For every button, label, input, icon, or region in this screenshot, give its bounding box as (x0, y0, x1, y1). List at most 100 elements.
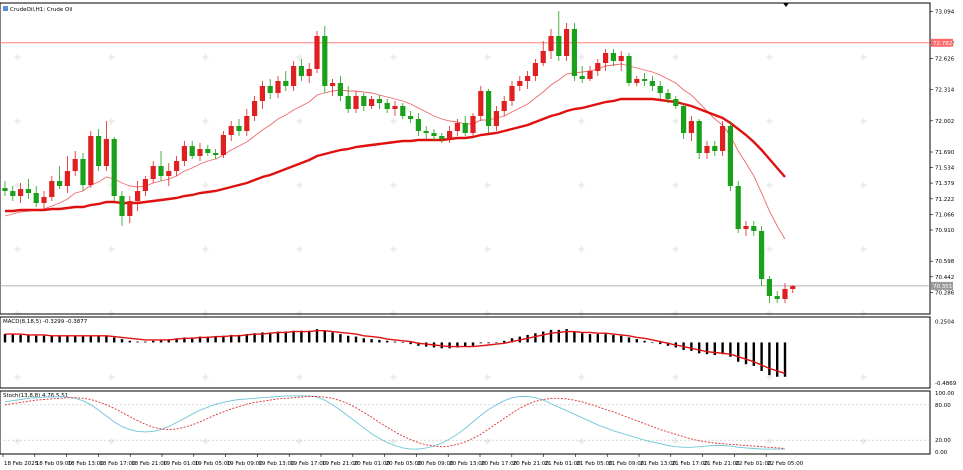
time-tick-label: 21 Feb 09:00 (608, 461, 645, 467)
watermark-logo: ✦ (294, 243, 305, 258)
price-tick-label: 72.314 (935, 88, 955, 94)
candle (517, 76, 523, 91)
candle (439, 133, 445, 143)
macd-histogram-bar (198, 336, 202, 343)
candle (236, 119, 242, 136)
candle-body (735, 186, 741, 229)
stoch-label: Stoch(13,8,8) 4.76 5.51 (3, 393, 68, 399)
watermark-logo: ✦ (200, 435, 211, 450)
candle-body (759, 231, 765, 279)
candle (25, 179, 31, 199)
price-tick-label: 71.066 (935, 212, 955, 218)
macd-histogram-bar (557, 329, 560, 343)
macd-histogram-bar (471, 342, 475, 346)
candle-body (454, 123, 460, 131)
watermark-logo: ✦ (388, 179, 399, 194)
candle (96, 129, 102, 171)
candle (166, 163, 172, 186)
candle (743, 221, 749, 236)
macd-histogram-bar (284, 331, 287, 343)
candle-body (439, 136, 445, 139)
macd-histogram-bar (401, 342, 404, 344)
candle (306, 63, 312, 83)
candle (665, 89, 671, 103)
macd-histogram-bar (253, 333, 256, 343)
watermark-logo: ✦ (764, 51, 775, 66)
candle-body (213, 153, 219, 155)
candle (174, 156, 180, 176)
watermark-logo: ✦ (12, 243, 23, 258)
watermark-logo: ✦ (670, 51, 681, 66)
candle-body (790, 286, 796, 289)
macd-histogram-bar (308, 330, 311, 343)
macd-histogram-bar (175, 338, 178, 343)
candle-body (189, 146, 195, 156)
candle-body (548, 36, 554, 51)
candle-body (369, 99, 375, 106)
watermark-logo: ✦ (106, 51, 117, 66)
candle-body (322, 36, 328, 86)
macd-histogram-bar (191, 337, 194, 343)
macd-histogram-bar (315, 329, 319, 343)
candle-body (400, 106, 406, 116)
chart-menu-icon[interactable] (3, 6, 8, 11)
candle (330, 79, 336, 96)
high-price-marker-box (931, 38, 953, 47)
macd-histogram-bar (230, 334, 233, 343)
candle (392, 101, 398, 116)
watermark-logo: ✦ (388, 435, 399, 450)
candle-body (306, 69, 312, 76)
candle-body (205, 149, 211, 153)
macd-histogram-bar (331, 332, 334, 343)
candle-body (486, 91, 492, 126)
macd-histogram-bar (261, 332, 264, 343)
candle (720, 121, 726, 156)
candle-body (127, 201, 133, 216)
time-tick-label: 18 Feb 09:00 (36, 461, 73, 467)
watermark-logo: ✦ (200, 51, 211, 66)
macd-histogram-bar (3, 334, 7, 343)
price-tick-label: 71.379 (935, 181, 955, 187)
macd-histogram-bar (549, 329, 553, 343)
watermark-logo: ✦ (12, 51, 23, 66)
shift-marker-icon[interactable] (783, 3, 789, 7)
price-tick-label: 70.910 (935, 228, 955, 234)
watermark-logo: ✦ (294, 51, 305, 66)
candle (353, 91, 359, 113)
candle-body (259, 86, 265, 101)
time-tick-label: 19 Feb 09:00 (227, 461, 264, 467)
candle (782, 283, 788, 303)
candle-body (525, 76, 531, 81)
candle (197, 143, 203, 161)
macd-histogram-bar (27, 334, 30, 343)
candle-body (415, 119, 421, 131)
macd-histogram-bar (643, 340, 646, 343)
candle-body (673, 99, 679, 106)
candle-body (720, 126, 726, 151)
candle-body (384, 103, 390, 109)
watermark-logo: ✦ (106, 179, 117, 194)
candle-body (618, 56, 624, 61)
candle-body (774, 296, 780, 299)
candle (283, 71, 289, 91)
candle (454, 119, 460, 136)
candle-body (80, 159, 86, 185)
time-tick-label: 18 Feb 2025 (4, 461, 39, 467)
watermark-logo: ✦ (106, 435, 117, 450)
macd-histogram-bar (573, 331, 576, 343)
candle-body (470, 116, 476, 133)
price-tick-label: 71.690 (935, 150, 955, 156)
candle-body (595, 63, 601, 71)
candle-body (540, 51, 546, 63)
candle (525, 71, 531, 89)
macd-histogram-bar (292, 330, 295, 343)
watermark-logo: ✦ (388, 51, 399, 66)
macd-histogram-bar (269, 332, 272, 343)
candle (759, 226, 765, 286)
candle (571, 23, 577, 81)
candle-body (252, 101, 258, 116)
macd-histogram-bar (214, 336, 217, 343)
macd-histogram-bar (768, 342, 771, 376)
